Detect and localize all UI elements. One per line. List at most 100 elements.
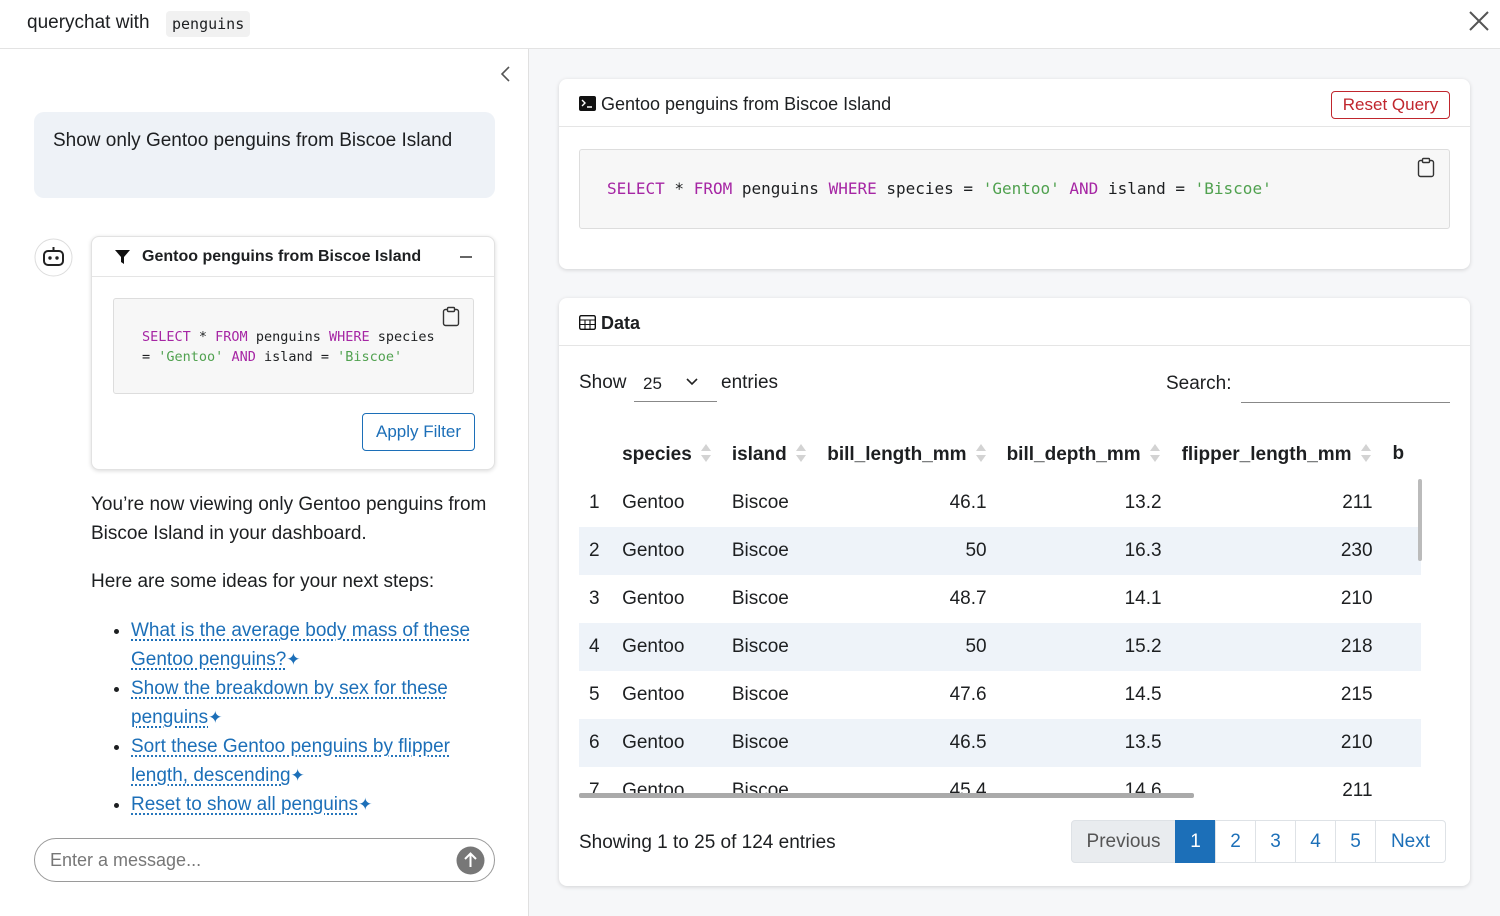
app-title: querychat with bbox=[27, 12, 150, 33]
sort-icon bbox=[1149, 443, 1160, 462]
table-cell: Biscoe bbox=[731, 588, 789, 609]
suggestion-link[interactable]: What is the average body mass of these G… bbox=[131, 620, 471, 670]
table-row: 1 Gentoo Biscoe 46.1 13.2 211 bbox=[579, 479, 1421, 527]
column-header[interactable]: b bbox=[1383, 429, 1421, 479]
table-cell: 15.2 bbox=[1124, 636, 1162, 657]
table-cell: Biscoe bbox=[731, 492, 789, 513]
table-cell bbox=[1383, 719, 1421, 767]
copy-button[interactable] bbox=[1417, 157, 1435, 178]
page-button[interactable]: 5 bbox=[1335, 820, 1376, 863]
column-name: flipper_length_mm bbox=[1181, 443, 1352, 465]
sql-token: species = bbox=[142, 329, 443, 365]
sql-token: penguins bbox=[732, 179, 829, 198]
suggestion-link[interactable]: Show the breakdown by sex for these peng… bbox=[131, 678, 448, 728]
column-header[interactable]: bill_depth_mm bbox=[997, 429, 1172, 479]
table-cell: 215 bbox=[1340, 684, 1373, 705]
data-card-header: Data bbox=[559, 298, 1470, 346]
sql-token: WHERE bbox=[328, 329, 370, 345]
table-row: 5 Gentoo Biscoe 47.6 14.5 215 bbox=[579, 671, 1421, 719]
close-button[interactable] bbox=[1468, 10, 1490, 32]
suggestion-link[interactable]: Reset to show all penguins bbox=[131, 794, 359, 815]
row-index: 4 bbox=[589, 636, 600, 657]
table-info: Showing 1 to 25 of 124 entries bbox=[579, 832, 836, 853]
column-header[interactable]: species bbox=[612, 429, 722, 479]
sql-token: 'Gentoo' bbox=[982, 179, 1060, 198]
sql-token: 'Gentoo' bbox=[158, 349, 224, 365]
table-cell: 47.6 bbox=[949, 684, 987, 705]
vertical-scrollbar bbox=[1418, 479, 1422, 561]
table-cell: Gentoo bbox=[622, 588, 685, 609]
table-cell: 14.5 bbox=[1124, 684, 1162, 705]
tool-card-title: Gentoo penguins from Biscoe Island bbox=[142, 248, 422, 265]
input-placeholder: Enter a message... bbox=[50, 850, 202, 870]
column-name: b bbox=[1392, 443, 1405, 464]
row-index: 6 bbox=[589, 732, 600, 753]
query-card: Gentoo penguins from Biscoe Island Reset… bbox=[559, 79, 1470, 269]
table-cell bbox=[1383, 527, 1421, 575]
reset-query-button[interactable]: Reset Query bbox=[1331, 91, 1450, 119]
sql-token: * bbox=[190, 329, 216, 345]
page-button[interactable]: 2 bbox=[1215, 820, 1256, 863]
sort-icon bbox=[795, 443, 806, 462]
send-button[interactable] bbox=[456, 846, 485, 875]
tool-card-header: Gentoo penguins from Biscoe Island bbox=[92, 237, 494, 277]
horizontal-scrollbar bbox=[579, 793, 1194, 798]
column-name: bill_depth_mm bbox=[1006, 443, 1141, 465]
query-title: Gentoo penguins from Biscoe Island bbox=[601, 94, 892, 114]
table-cell: Biscoe bbox=[731, 732, 789, 753]
apply-filter-button[interactable]: Apply Filter bbox=[362, 413, 475, 451]
header-row: species island bill_length_mm bill_depth_mm… bbox=[579, 429, 1421, 479]
data-table: species island bill_length_mm bill_depth_mm… bbox=[579, 429, 1421, 796]
column-name: species bbox=[622, 443, 692, 465]
table-cell: Biscoe bbox=[731, 540, 789, 561]
sort-icon bbox=[700, 443, 711, 462]
sql-token bbox=[1060, 179, 1070, 198]
page-button[interactable]: Previous bbox=[1071, 820, 1176, 863]
entries-label: entries bbox=[721, 372, 779, 393]
search-input[interactable] bbox=[1241, 366, 1450, 403]
column-name: bill_length_mm bbox=[827, 443, 967, 465]
collapse-card[interactable] bbox=[459, 251, 473, 263]
sql-token: WHERE bbox=[828, 179, 877, 198]
column-header[interactable]: flipper_length_mm bbox=[1172, 429, 1383, 479]
sparkle-icon: ✦ bbox=[358, 795, 373, 814]
code-block: SELECT * FROM penguins WHERE species = '… bbox=[579, 149, 1450, 229]
pagination: Previous 1 2 3 4 5 Next bbox=[1071, 820, 1446, 863]
sql-token: AND bbox=[231, 349, 256, 365]
table-cell bbox=[1383, 767, 1421, 796]
column-header[interactable]: bill_length_mm bbox=[817, 429, 996, 479]
sort-icon bbox=[975, 443, 986, 462]
page-button[interactable]: 4 bbox=[1295, 820, 1336, 863]
suggestion-item: Reset to show all penguins✦ bbox=[131, 790, 496, 819]
table-cell: 13.2 bbox=[1124, 492, 1162, 513]
sparkle-icon: ✦ bbox=[290, 766, 305, 785]
page-size: 25 bbox=[643, 374, 662, 393]
assistant-reply: You’re now viewing only Gentoo penguins … bbox=[91, 494, 487, 544]
suggestion-link[interactable]: Sort these Gentoo penguins by flipper le… bbox=[131, 736, 450, 786]
column-header[interactable]: island bbox=[722, 429, 817, 479]
table-cell bbox=[1383, 575, 1421, 623]
table-cell: Gentoo bbox=[622, 492, 685, 513]
table-cell: 46.5 bbox=[949, 732, 987, 753]
table-cell: 16.3 bbox=[1124, 540, 1162, 561]
table-row: 4 Gentoo Biscoe 50 15.2 218 bbox=[579, 623, 1421, 671]
row-index: 7 bbox=[589, 780, 600, 796]
terminal-icon bbox=[579, 96, 596, 111]
table-cell: Gentoo bbox=[622, 540, 685, 561]
page-button[interactable]: Next bbox=[1375, 820, 1446, 863]
table-body: 1 Gentoo Biscoe 46.1 13.2 211 2 Gentoo Biscoe 50 1… bbox=[579, 479, 1421, 796]
table-viewport: species island bill_length_mm bill_depth_mm… bbox=[579, 429, 1421, 796]
collapse-button[interactable] bbox=[498, 65, 512, 83]
table-row: 2 Gentoo Biscoe 50 16.3 230 bbox=[579, 527, 1421, 575]
sql-token: 'Biscoe' bbox=[1194, 179, 1272, 198]
page-size-select[interactable]: 25 bbox=[634, 366, 717, 402]
table-cell: Gentoo bbox=[622, 780, 685, 796]
copy-button[interactable] bbox=[442, 306, 460, 327]
page-button[interactable]: 3 bbox=[1255, 820, 1296, 863]
table-cell bbox=[1383, 623, 1421, 671]
message-input[interactable]: Enter a message... bbox=[34, 838, 495, 882]
suggestion-item: Sort these Gentoo penguins by flipper le… bbox=[131, 732, 496, 790]
table-cell: 230 bbox=[1340, 540, 1373, 561]
page-button[interactable]: 1 bbox=[1175, 820, 1216, 863]
